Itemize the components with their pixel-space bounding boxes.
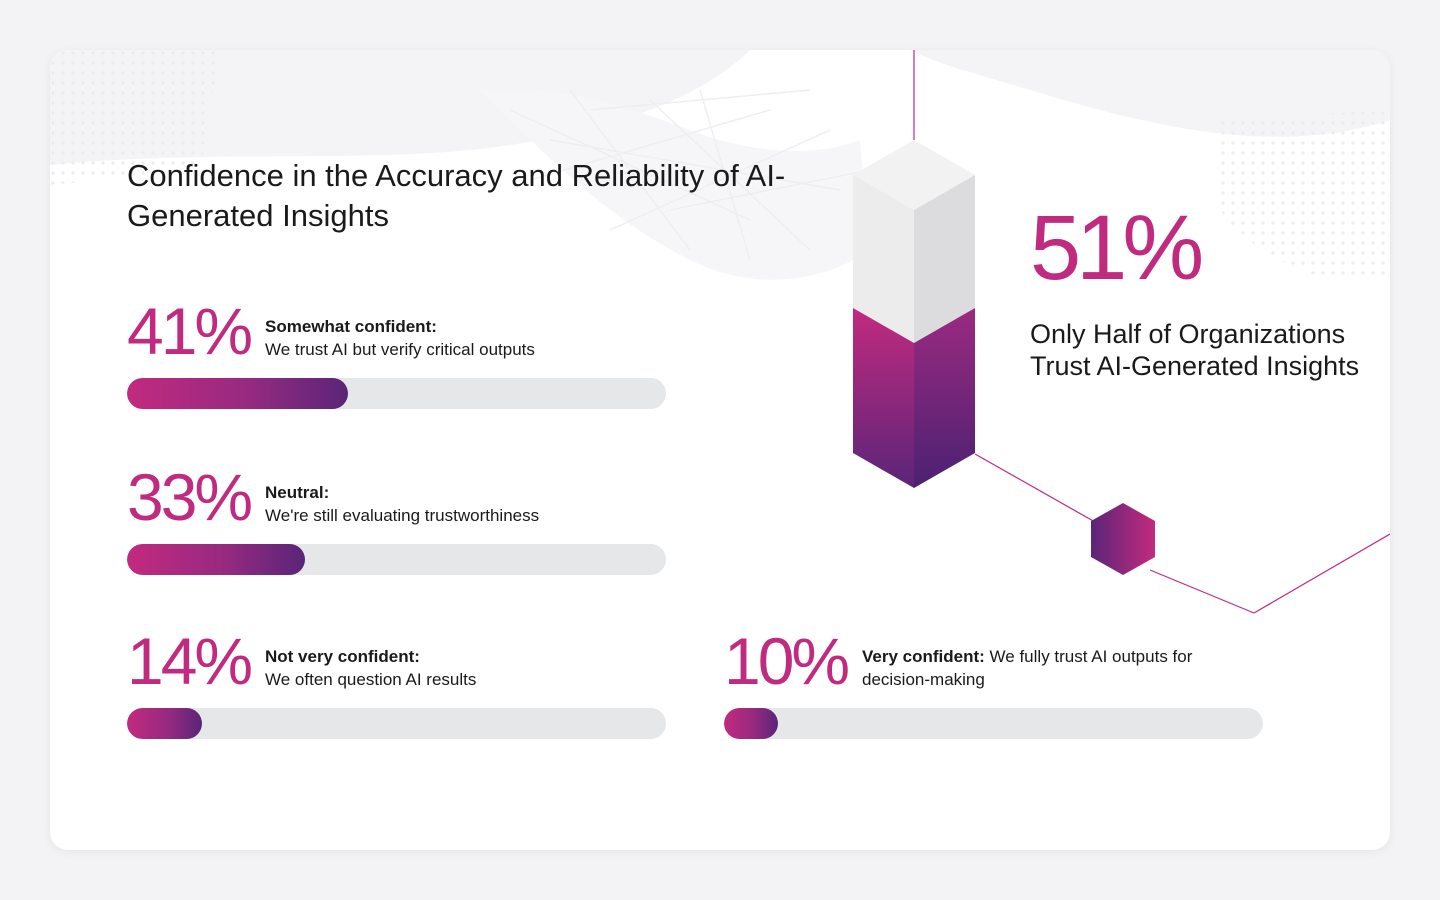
stat-label: Somewhat confident: We trust AI but verif… xyxy=(265,315,625,361)
stat-label-text: We often question AI results xyxy=(265,670,477,689)
progress-fill xyxy=(724,708,778,739)
stat-label-text: We're still evaluating trustworthiness xyxy=(265,506,540,525)
stat-label: Neutral: We're still evaluating trustwort… xyxy=(265,481,625,527)
stat-label-bold: Neutral: xyxy=(265,483,330,502)
progress-fill xyxy=(127,708,202,739)
progress-track xyxy=(127,708,666,739)
stat-label-text: We fully trust AI outputs for decision-m… xyxy=(862,647,1193,689)
stat-item: 33% Neutral: We're still evaluating trustw… xyxy=(127,464,666,576)
stat-percent: 10% xyxy=(724,624,850,698)
stat-percent: 14% xyxy=(127,624,253,698)
stat-label: Very confident: We fully trust AI output… xyxy=(862,645,1222,691)
stat-label-bold: Very confident: xyxy=(862,647,985,666)
progress-fill xyxy=(127,378,348,409)
infographic-card: Confidence in the Accuracy and Reliabili… xyxy=(50,50,1390,850)
chart-title: Confidence in the Accuracy and Reliabili… xyxy=(127,158,786,233)
progress-track xyxy=(127,378,666,409)
stat-label-bold: Not very confident: xyxy=(265,647,420,666)
highlight-label: Only Half of Organizations Trust AI-Gene… xyxy=(1030,319,1360,381)
stat-label-bold: Somewhat confident: xyxy=(265,317,437,336)
stat-label-text: We trust AI but verify critical outputs xyxy=(265,340,535,359)
progress-fill xyxy=(127,544,305,575)
stat-item: 41% Somewhat confident: We trust AI but ve… xyxy=(127,298,666,410)
stat-item: 14% Not very confident: We often question … xyxy=(127,628,666,740)
stat-item: 10% Very confident: We fully trust AI out… xyxy=(724,628,1263,740)
background-decoration xyxy=(50,50,1390,614)
highlight-percent: 51% xyxy=(1030,197,1204,299)
stat-percent: 41% xyxy=(127,294,253,368)
progress-track xyxy=(127,544,666,575)
progress-track xyxy=(724,708,1263,739)
stat-label: Not very confident: We often question AI … xyxy=(265,645,625,691)
stat-percent: 33% xyxy=(127,460,253,534)
highlight-stat: 51% Only Half of Organizations Trust AI-… xyxy=(1030,202,1370,382)
